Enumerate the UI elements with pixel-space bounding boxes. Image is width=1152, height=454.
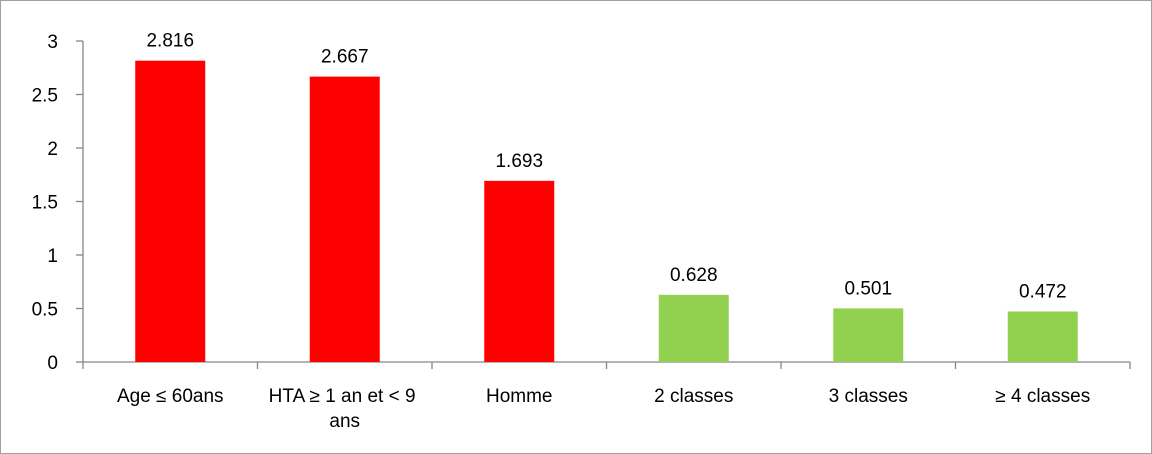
y-tick-label: 3	[47, 32, 58, 53]
data-label: 2.816	[146, 31, 194, 52]
bar	[833, 308, 904, 362]
data-label: 0.501	[844, 278, 892, 299]
data-label: 0.472	[1019, 281, 1067, 302]
data-label: 2.667	[321, 47, 369, 68]
x-tick-label: ≥ 4 classes	[995, 386, 1090, 407]
x-tick-label: Homme	[486, 386, 553, 407]
x-tick-label-line: HTA ≥ 1 an et < 9	[269, 386, 421, 407]
data-label: 1.693	[495, 151, 543, 172]
x-tick-label: Age ≤ 60ans	[117, 386, 224, 407]
bar	[484, 180, 555, 362]
x-tick-label-line: 3 classes	[829, 386, 908, 407]
x-tick-label-line: ≥ 4 classes	[995, 386, 1090, 407]
bar	[135, 60, 206, 363]
x-tick-label-line: ans	[329, 411, 360, 432]
y-tick-label: 1	[47, 246, 58, 267]
y-tick-label: 0	[47, 353, 58, 374]
y-tick-label: 2	[47, 139, 58, 160]
data-label: 0.628	[670, 265, 718, 286]
bar	[658, 294, 729, 362]
y-tick-label: 1.5	[32, 193, 58, 214]
x-tick-label-line: Homme	[486, 386, 553, 407]
x-tick-label-line: 2 classes	[654, 386, 733, 407]
x-tick-label: 3 classes	[829, 386, 908, 407]
x-tick-label-line: Age ≤ 60ans	[117, 386, 224, 407]
x-tick-label: 2 classes	[654, 386, 733, 407]
y-tick-label: 0.5	[32, 300, 58, 321]
y-tick-label: 2.5	[32, 86, 58, 107]
bar	[1007, 311, 1078, 362]
x-tick-label: HTA ≥ 1 an et < 9 ans	[269, 386, 421, 432]
bar	[309, 76, 380, 363]
